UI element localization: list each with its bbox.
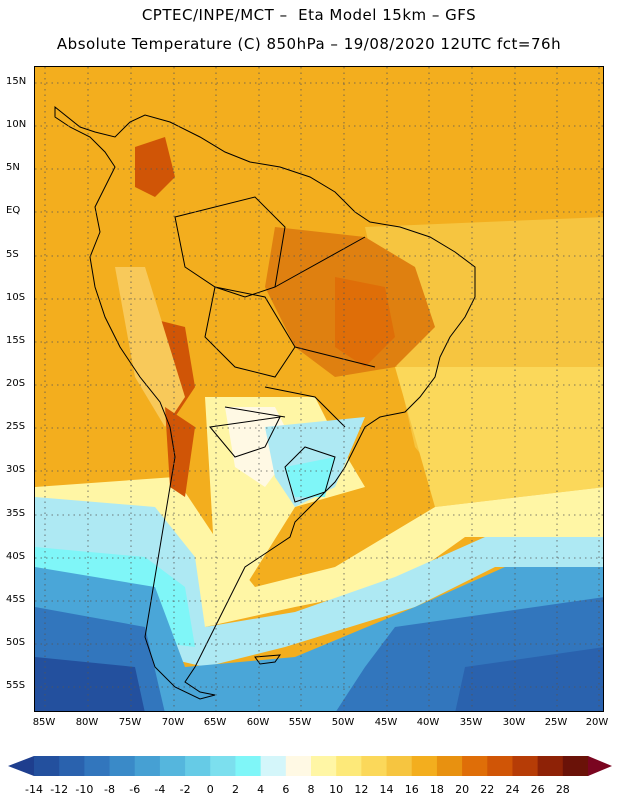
colorbar-swatch — [185, 756, 211, 776]
lon-label: 30W — [502, 717, 526, 728]
lon-label: 45W — [374, 717, 398, 728]
colorbar-swatch — [361, 756, 388, 776]
colorbar-swatch — [84, 756, 111, 776]
lat-label: 45S — [6, 594, 26, 605]
colorbar-tick-label: -2 — [179, 783, 191, 796]
uruguay-cyan — [285, 457, 335, 497]
colorbar-swatch — [285, 756, 312, 776]
colorbar-tick-label: 24 — [505, 783, 520, 796]
colorbar-swatch — [311, 756, 337, 776]
colorbar-swatch — [159, 756, 186, 776]
colorbar-tick-label: 4 — [257, 783, 265, 796]
lat-label: 10S — [6, 292, 26, 303]
deep-blue-band — [35, 657, 145, 711]
paraguay-outline — [209, 416, 281, 458]
colorbar-tick-label: -10 — [75, 783, 94, 796]
colorbar-tick-label: 20 — [455, 783, 470, 796]
lon-label: 40W — [416, 717, 440, 728]
lat-label: 5S — [6, 249, 19, 260]
andes-slope-cool — [115, 267, 185, 427]
colorbar-tick-label: 6 — [282, 783, 290, 796]
colorbar-tick-label: -12 — [50, 783, 69, 796]
border-lines — [224, 236, 376, 428]
lon-label: 25W — [544, 717, 568, 728]
colorbar-tick-label: 12 — [354, 783, 369, 796]
colorbar-tick-label: 8 — [307, 783, 315, 796]
colorbar-swatch — [134, 756, 161, 776]
colorbar-swatch — [34, 756, 60, 776]
grid-lines — [35, 67, 603, 711]
colorbar-tick-label: 0 — [206, 783, 214, 796]
lon-label: 65W — [203, 717, 227, 728]
temperature-map — [34, 66, 604, 712]
falklands-outline — [254, 654, 282, 665]
brazil-hottest-core — [335, 277, 395, 367]
colorbar-swatch — [512, 756, 539, 776]
lon-label: 70W — [161, 717, 185, 728]
lat-label: 40S — [6, 551, 26, 562]
colorbar-swatch — [462, 756, 488, 776]
colorbar-tick-label: 16 — [404, 783, 419, 796]
lat-label: 30S — [6, 464, 26, 475]
chart-title-line1: CPTEC/INPE/MCT – Eta Model 15km – GFS — [141, 6, 477, 24]
colorbar-tick-label: 14 — [379, 783, 394, 796]
colorbar-tick-label: -14 — [25, 783, 43, 796]
colombia-andes-hot — [135, 137, 175, 197]
colorbar-tick-label: 10 — [329, 783, 344, 796]
colorbar-swatch — [336, 756, 362, 776]
colorbar-swatch — [109, 756, 136, 776]
colorbar-tick-label: 26 — [530, 783, 545, 796]
uruguay-outline — [284, 446, 336, 503]
colorbar-swatches — [8, 756, 612, 776]
lat-label: 50S — [6, 637, 26, 648]
lon-label: 85W — [32, 717, 56, 728]
colorbar-tick-label: -4 — [154, 783, 166, 796]
colorbar-tick-label: -8 — [104, 783, 116, 796]
colorbar-swatch — [210, 756, 236, 776]
lon-label: 35W — [459, 717, 483, 728]
lat-label: 10N — [6, 119, 27, 130]
lat-label: 55S — [6, 680, 26, 691]
lat-label: 15N — [6, 76, 27, 87]
colorbar-swatch — [487, 756, 513, 776]
colorbar-swatch — [260, 756, 287, 776]
colorbar-low-arrow — [8, 756, 34, 776]
lon-label: 75W — [118, 717, 142, 728]
colorbar-swatch — [59, 756, 85, 776]
colorbar-tick-label: 2 — [231, 783, 239, 796]
lon-label: 20W — [585, 717, 609, 728]
colorbar-swatch — [235, 756, 262, 776]
colorbar-swatch — [562, 756, 589, 776]
colorbar-tick-label: -6 — [129, 783, 141, 796]
ocean-yellow-band — [395, 367, 603, 507]
lon-label: 80W — [75, 717, 99, 728]
colorbar-swatch — [411, 756, 438, 776]
lat-label: 20S — [6, 378, 26, 389]
lon-label: 55W — [288, 717, 312, 728]
atlantic-deep-band — [455, 647, 603, 711]
colorbar — [8, 756, 612, 776]
lat-label: 5N — [6, 162, 20, 173]
lat-label: 35S — [6, 508, 26, 519]
lon-label: 50W — [331, 717, 355, 728]
colorbar-tick-label: 28 — [555, 783, 570, 796]
colorbar-tick-label: 18 — [429, 783, 444, 796]
map-canvas — [35, 67, 603, 711]
lat-label: EQ — [6, 205, 21, 216]
colorbar-swatch — [537, 756, 564, 776]
lon-label: 60W — [246, 717, 270, 728]
lat-label: 15S — [6, 335, 26, 346]
colorbar-high-arrow — [588, 756, 612, 776]
lat-label: 25S — [6, 421, 26, 432]
colorbar-tick-label: 22 — [480, 783, 495, 796]
chart-title-line2: Absolute Temperature (C) 850hPa – 19/08/… — [56, 35, 562, 53]
colorbar-swatch — [386, 756, 413, 776]
border-outline-2 — [204, 286, 296, 378]
colorbar-swatch — [436, 756, 463, 776]
border-outline-1 — [174, 196, 286, 298]
